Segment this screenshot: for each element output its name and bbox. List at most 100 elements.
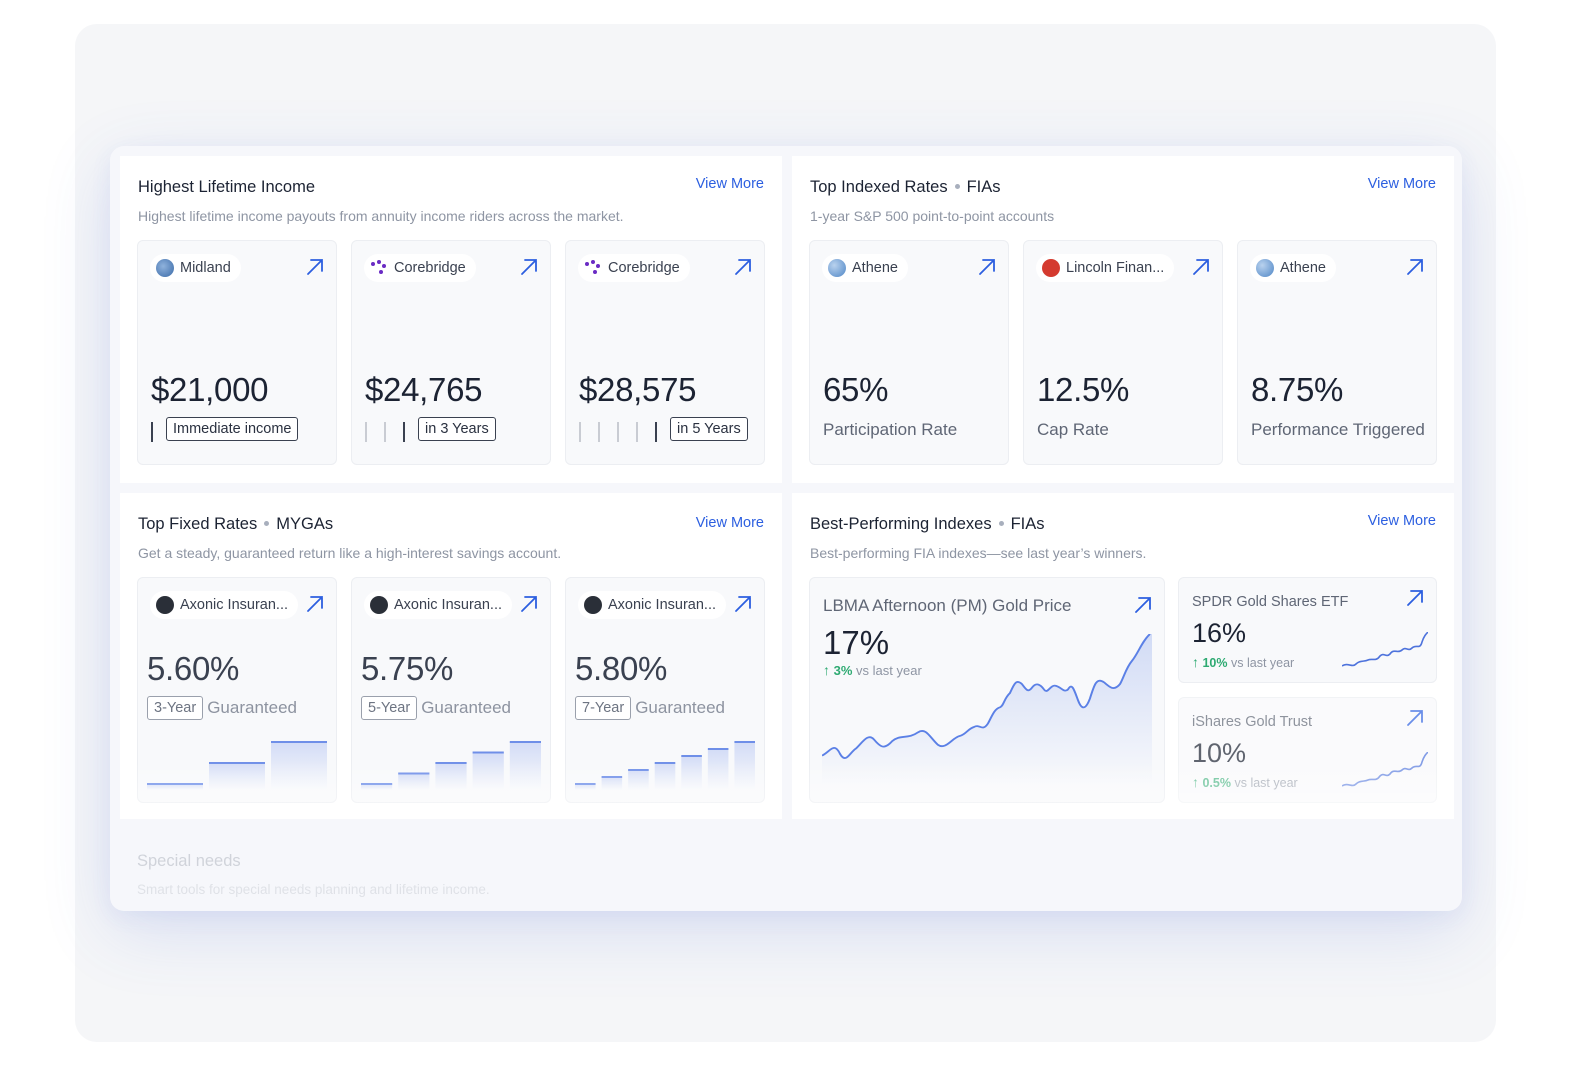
index-delta: ↑ 3% vs last year: [823, 662, 922, 678]
carrier-chip: Axonic Insuran...: [364, 591, 512, 619]
index-return: 10%: [1192, 738, 1247, 768]
year-tick: [384, 422, 386, 442]
carrier-name: Axonic Insuran...: [394, 597, 502, 613]
arrow-up-right-icon[interactable]: [976, 256, 998, 278]
trend-line: [822, 634, 1151, 759]
term-row: 7-Year Guaranteed: [575, 696, 725, 720]
panel-title: Top Fixed Rates MYGAs: [138, 515, 334, 533]
year-tick: [636, 422, 638, 442]
index-trend-chart: [822, 634, 1152, 786]
term-step-fill: [707, 749, 729, 790]
term-tag: 7-Year: [575, 696, 632, 720]
term-step-fill: [681, 756, 702, 790]
carrier-name: Lincoln Finan...: [1066, 260, 1165, 276]
arrow-up-right-icon[interactable]: [1190, 256, 1212, 278]
indexed-rate-card[interactable]: Lincoln Finan... 12.5% Cap Rate: [1023, 240, 1223, 465]
view-more-link[interactable]: View More: [695, 515, 764, 531]
index-name: iShares Gold Trust: [1192, 714, 1313, 730]
index-card[interactable]: SPDR Gold Shares ETF 16% ↑ 10% vs last y…: [1178, 577, 1437, 683]
arrow-up-icon: ↑: [1192, 654, 1199, 670]
carrier-chip: Midland: [150, 254, 241, 282]
athene-logo-icon: [1256, 259, 1274, 277]
panel-title: Highest Lifetime Income: [138, 178, 315, 196]
axonic-logo-icon: [156, 596, 174, 614]
term-row: 5-Year Guaranteed: [361, 696, 511, 720]
axonic-logo-icon: [584, 596, 602, 614]
carrier-chip: Corebridge: [364, 254, 476, 282]
rate-type-label: Cap Rate: [1037, 420, 1109, 439]
year-ticks: [151, 419, 170, 445]
guaranteed-label: Guaranteed: [635, 698, 725, 717]
fixed-rate-card[interactable]: Axonic Insuran... 5.80% 7-Year Guarantee…: [565, 577, 765, 803]
carrier-name: Axonic Insuran...: [608, 597, 716, 613]
arrow-up-right-icon[interactable]: [304, 256, 326, 278]
rate-value: 65%: [823, 371, 889, 408]
indexed-rate-card[interactable]: Athene 65% Participation Rate: [809, 240, 1009, 465]
income-value: $28,575: [579, 371, 697, 408]
lifetime-income-panel: Highest Lifetime Income View More Highes…: [120, 156, 782, 483]
carrier-name: Athene: [852, 260, 898, 276]
arrow-up-right-icon[interactable]: [1404, 256, 1426, 278]
term-step-fill: [575, 784, 596, 790]
panel-subtitle: Get a steady, guaranteed return like a h…: [138, 545, 562, 561]
separator-dot: [954, 183, 960, 189]
view-more-link[interactable]: View More: [1367, 176, 1436, 192]
arrow-up-right-icon[interactable]: [1404, 707, 1426, 729]
separator-dot: [998, 520, 1004, 526]
arrow-up-right-icon[interactable]: [1132, 594, 1154, 616]
index-delta: ↑ 0.5% vs last year: [1192, 774, 1298, 790]
carrier-chip: Axonic Insuran...: [150, 591, 298, 619]
best-indexes-panel: Best-Performing Indexes FIAs View More Be…: [792, 493, 1454, 819]
term-tag: 3-Year: [147, 696, 204, 720]
arrow-up-right-icon[interactable]: [732, 593, 754, 615]
payout-timing-tag: Immediate income: [166, 417, 299, 441]
athene-logo-icon: [828, 259, 846, 277]
rate-value: 5.75%: [361, 650, 454, 687]
income-card[interactable]: Midland $21,000 Immediate income: [137, 240, 337, 465]
rate-type-label: Performance Triggered: [1251, 420, 1425, 439]
fixed-rate-card[interactable]: Axonic Insuran... 5.75% 5-Year Guarantee…: [351, 577, 551, 803]
income-card[interactable]: Corebridge $28,575 in 5 Years: [565, 240, 765, 465]
carrier-name: Midland: [180, 260, 231, 276]
corebridge-logo-icon: [370, 259, 388, 277]
year-tick: [617, 422, 619, 442]
view-more-link[interactable]: View More: [695, 176, 764, 192]
panel-title: Best-Performing Indexes FIAs: [810, 515, 1045, 533]
arrow-up-right-icon[interactable]: [1404, 587, 1426, 609]
view-more-link[interactable]: View More: [1367, 513, 1436, 529]
term-step-fill: [271, 742, 327, 790]
indexed-rate-card[interactable]: Athene 8.75% Performance Triggered: [1237, 240, 1437, 465]
arrow-up-right-icon[interactable]: [518, 256, 540, 278]
income-value: $24,765: [365, 371, 483, 408]
term-step-fill: [147, 784, 203, 790]
arrow-up-right-icon[interactable]: [304, 593, 326, 615]
corebridge-logo-icon: [584, 259, 602, 277]
lincoln-logo-icon: [1042, 259, 1060, 277]
indexed-rates-panel: Top Indexed Rates FIAs View More 1-year S…: [792, 156, 1454, 483]
rate-type-label: Participation Rate: [823, 420, 958, 439]
year-tick: [579, 422, 581, 442]
arrow-up-icon: ↑: [823, 662, 830, 678]
income-card[interactable]: Corebridge $24,765 in 3 Years: [351, 240, 551, 465]
term-step-fill: [398, 773, 430, 790]
year-ticks: [579, 419, 674, 445]
featured-index-card[interactable]: LBMA Afternoon (PM) Gold Price 17% ↑ 3% …: [809, 577, 1165, 803]
trend-area: [822, 634, 1152, 786]
index-name: SPDR Gold Shares ETF: [1192, 594, 1349, 610]
carrier-name: Corebridge: [394, 260, 466, 276]
fixed-rate-card[interactable]: Axonic Insuran... 5.60% 3-Year Guarantee…: [137, 577, 337, 803]
index-delta: ↑ 10% vs last year: [1192, 654, 1295, 670]
payout-timing-tag: in 5 Years: [670, 417, 748, 441]
guaranteed-label: Guaranteed: [207, 698, 297, 717]
panel-subtitle: Highest lifetime income payouts from ann…: [138, 208, 624, 224]
year-tick: [365, 422, 367, 442]
term-step-fill: [601, 777, 623, 790]
axonic-logo-icon: [370, 596, 388, 614]
index-card[interactable]: iShares Gold Trust 10% ↑ 0.5% vs last ye…: [1178, 697, 1437, 803]
term-steps-chart: [361, 734, 541, 790]
arrow-up-right-icon[interactable]: [732, 256, 754, 278]
special-needs-panel: Special needs Smart tools for special ne…: [120, 826, 1454, 911]
year-tick: [655, 422, 657, 442]
arrow-up-right-icon[interactable]: [518, 593, 540, 615]
guaranteed-label: Guaranteed: [421, 698, 511, 717]
